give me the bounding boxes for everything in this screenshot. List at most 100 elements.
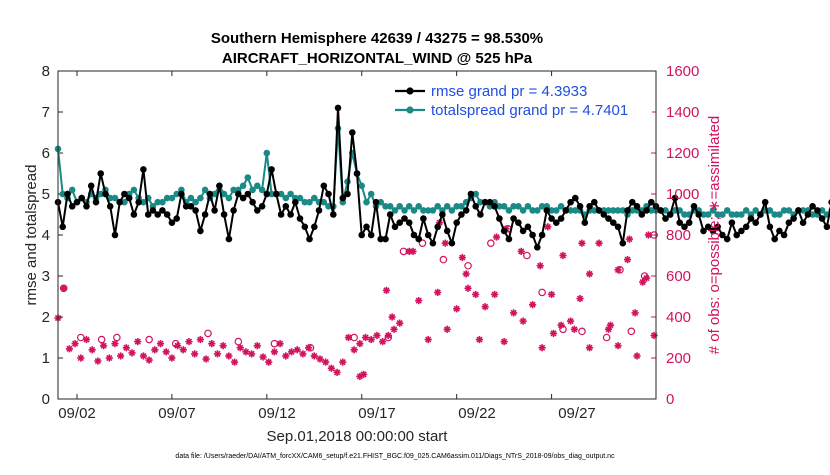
totalspread-point: [704, 211, 712, 218]
y-tick-label: 2: [42, 309, 50, 326]
rmse-point: [704, 223, 712, 231]
rmse-point: [121, 190, 128, 198]
rmse-point: [619, 239, 627, 247]
rmse-point: [738, 227, 745, 235]
totalspread-point: [268, 190, 275, 198]
totalspread-point: [538, 203, 546, 210]
obs-assimilated-marker: [570, 325, 578, 333]
obs-assimilated-marker: [382, 286, 391, 294]
rmse-point: [747, 215, 755, 222]
obs-assimilated-marker: [134, 338, 142, 346]
x-tick-label: 09/27: [558, 405, 596, 422]
rmse-point: [723, 235, 731, 243]
totalspread-point: [192, 198, 199, 206]
rmse-point: [467, 190, 475, 198]
rmse-point: [453, 219, 461, 226]
rmse-point: [311, 223, 318, 231]
rmse-point: [458, 211, 465, 218]
rmse-point: [420, 215, 427, 222]
totalspread-point: [287, 190, 294, 198]
rmse-point: [386, 211, 394, 218]
totalspread-point: [163, 194, 171, 202]
totalspread-point: [742, 207, 750, 214]
rmse-point: [163, 211, 171, 218]
rmse-point: [761, 198, 769, 206]
legend: rmse grand pr = 4.3933 totalspread grand…: [388, 78, 652, 119]
rmse-point: [638, 211, 646, 218]
rmse-point: [443, 227, 451, 235]
rmse-point: [553, 219, 560, 226]
totalspread-point: [771, 211, 778, 218]
totalspread-point: [477, 198, 484, 206]
totalspread-point: [799, 207, 807, 214]
totalspread-point: [567, 207, 574, 214]
obs-assimilated-marker: [339, 358, 347, 366]
rmse-point: [728, 219, 736, 226]
y-tick-label: 4: [42, 227, 50, 244]
obs-assimilated-marker: [168, 354, 176, 362]
obs-assimilated-marker: [248, 350, 256, 358]
rmse-point: [733, 231, 740, 239]
rmse-point: [472, 203, 480, 210]
y-right-tick-label: 600: [666, 268, 691, 285]
obs-assimilated-marker: [633, 352, 641, 360]
y-tick-labels-left: 0 1 2 3 4 5 6 7 8: [42, 63, 50, 408]
obs-assimilated-marker: [388, 313, 396, 321]
totalspread-point: [225, 194, 233, 202]
totalspread-point: [410, 207, 418, 214]
obs-assimilated-marker: [230, 358, 239, 366]
totalspread-point: [496, 203, 503, 210]
x-tick-label: 09/02: [58, 405, 96, 422]
rmse-point: [742, 223, 750, 231]
rmse-point: [529, 231, 536, 239]
obs-assimilated-marker: [99, 342, 108, 350]
legend-box: [388, 78, 652, 118]
obs-assimilated-marker: [356, 340, 364, 348]
totalspread-point: [534, 207, 541, 214]
obs-assimilated-marker: [409, 247, 417, 255]
rmse-point: [83, 203, 90, 210]
totalspread-point: [519, 207, 527, 214]
totalspread-point: [396, 203, 404, 210]
obs-assimilated-marker: [82, 335, 91, 344]
obs-assimilated-marker: [491, 290, 499, 299]
x-tick-label: 09/07: [158, 405, 196, 422]
rmse-point: [629, 198, 636, 206]
obs-assimilated-marker: [145, 356, 153, 364]
totalspread-point: [121, 198, 128, 206]
obs-assimilated-marker: [276, 340, 284, 348]
obs-assimilated-marker: [191, 350, 199, 358]
legend-rmse-marker: [406, 87, 414, 95]
obs-assimilated-marker: [500, 338, 508, 346]
rmse-point: [695, 211, 702, 218]
obs-assimilated-marker: [441, 239, 449, 247]
totalspread-point: [662, 207, 669, 214]
y-right-tick-label: 1600: [666, 63, 699, 80]
totalspread-point: [614, 207, 622, 214]
totalspread-point: [572, 207, 579, 214]
rmse-point: [216, 182, 223, 190]
totalspread-point: [648, 207, 655, 214]
obs-assimilated-marker: [367, 335, 375, 344]
rmse-point: [277, 211, 285, 218]
obs-assimilated-marker: [265, 358, 273, 366]
totalspread-point: [382, 203, 389, 210]
rmse-point: [766, 223, 774, 231]
chart-title-line1: Southern Hemisphere 42639 / 43275 = 98.5…: [211, 30, 543, 47]
rmse-point: [87, 182, 95, 190]
y-tick-label: 1: [42, 350, 50, 367]
rmse-point: [790, 215, 797, 222]
obs-assimilated-marker: [208, 340, 216, 348]
totalspread-point: [458, 203, 465, 210]
obs-assimilated-marker: [585, 270, 594, 278]
obs-assimilated-marker: [379, 338, 387, 346]
obs-assimilated-marker: [547, 290, 556, 299]
totalspread-point: [140, 198, 147, 206]
rmse-point: [415, 235, 423, 243]
totalspread-point: [714, 211, 721, 218]
totalspread-point: [168, 194, 176, 202]
rmse-point: [268, 166, 275, 173]
obs-possible-marker: [439, 255, 448, 264]
rmse-point: [220, 211, 228, 218]
rmse-point: [462, 207, 470, 214]
